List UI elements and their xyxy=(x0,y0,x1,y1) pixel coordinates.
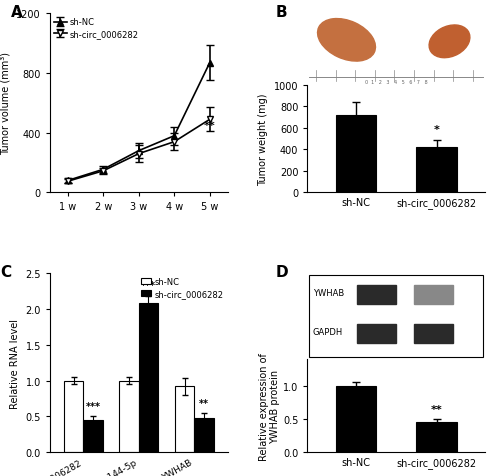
Text: **: ** xyxy=(199,398,209,408)
Y-axis label: Relative RNA level: Relative RNA level xyxy=(10,318,20,408)
Bar xyxy=(175,387,195,452)
Legend: sh-NC, sh-circ_0006282: sh-NC, sh-circ_0006282 xyxy=(54,19,139,39)
Text: C: C xyxy=(0,265,12,279)
Text: B: B xyxy=(276,5,287,20)
Bar xyxy=(120,381,139,452)
Bar xyxy=(84,420,102,452)
Bar xyxy=(139,304,158,452)
Text: A: A xyxy=(11,5,22,20)
Bar xyxy=(194,418,214,452)
Bar xyxy=(64,381,84,452)
Text: ***: *** xyxy=(141,281,156,291)
Legend: sh-NC, sh-circ_0006282: sh-NC, sh-circ_0006282 xyxy=(141,278,224,298)
Y-axis label: Tumor volume (mm³): Tumor volume (mm³) xyxy=(1,52,11,155)
Text: **: ** xyxy=(204,120,216,130)
Text: D: D xyxy=(276,265,288,279)
Text: ***: *** xyxy=(86,401,100,411)
